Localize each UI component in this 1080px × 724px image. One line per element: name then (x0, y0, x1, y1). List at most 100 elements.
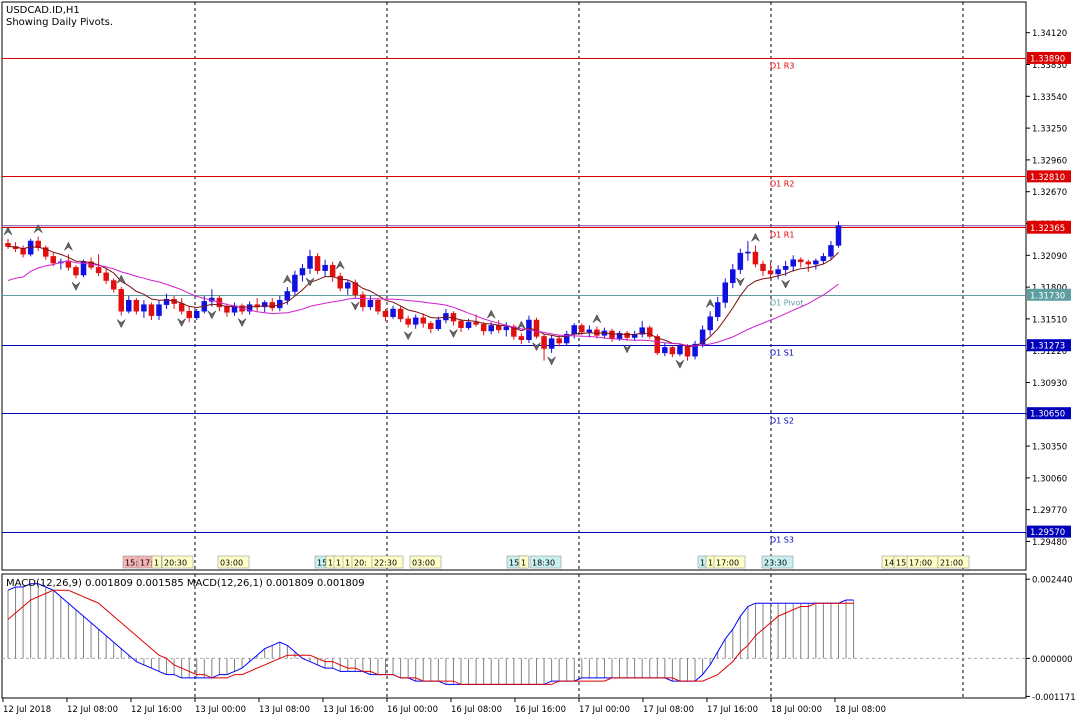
candle[interactable] (367, 295, 374, 311)
candle[interactable] (669, 345, 676, 358)
candle[interactable] (360, 291, 366, 312)
candle[interactable] (397, 305, 404, 323)
candle[interactable] (345, 280, 351, 295)
candle[interactable] (5, 238, 11, 249)
event-marker[interactable] (409, 555, 442, 569)
candle[interactable] (314, 253, 321, 274)
candle[interactable] (156, 300, 162, 320)
candle[interactable] (103, 268, 109, 284)
candle[interactable] (50, 252, 57, 267)
candle[interactable] (118, 287, 124, 316)
candle[interactable] (246, 301, 253, 315)
candle[interactable] (73, 265, 79, 279)
candle[interactable] (828, 241, 834, 260)
candle[interactable] (390, 305, 396, 319)
candle[interactable] (662, 343, 668, 357)
candle[interactable] (631, 330, 638, 341)
candle[interactable] (292, 270, 298, 296)
candle[interactable] (548, 335, 555, 353)
event-marker[interactable] (518, 555, 529, 569)
candle[interactable] (790, 255, 796, 272)
event-marker[interactable] (161, 555, 194, 569)
candle[interactable] (382, 309, 389, 322)
candle[interactable] (231, 302, 238, 316)
candle[interactable] (805, 259, 812, 272)
candle[interactable] (518, 333, 525, 345)
candle[interactable] (269, 298, 275, 312)
event-marker[interactable] (217, 555, 250, 569)
candle[interactable] (80, 259, 87, 278)
candle[interactable] (178, 298, 185, 315)
candle[interactable] (20, 245, 26, 258)
candle[interactable] (126, 295, 132, 314)
candle[interactable] (760, 260, 766, 277)
candle[interactable] (677, 344, 683, 357)
event-marker[interactable] (937, 555, 970, 569)
candle[interactable] (194, 309, 200, 320)
candle[interactable] (224, 303, 230, 317)
candle[interactable] (329, 261, 336, 282)
candle[interactable] (767, 262, 774, 279)
candle[interactable] (171, 295, 177, 310)
candle[interactable] (639, 321, 645, 338)
candle[interactable] (216, 295, 223, 312)
candle[interactable] (322, 259, 328, 278)
candle[interactable] (299, 264, 306, 282)
candle[interactable] (496, 319, 502, 334)
candle-body (533, 319, 540, 337)
candle[interactable] (163, 293, 170, 310)
candle[interactable] (798, 257, 804, 268)
candle[interactable] (405, 315, 411, 328)
candle[interactable] (480, 322, 487, 336)
event-marker[interactable] (713, 555, 746, 569)
event-marker[interactable] (529, 555, 562, 569)
event-marker[interactable] (151, 555, 162, 569)
candle[interactable] (186, 305, 192, 323)
fractal-down-arrow (117, 319, 126, 329)
candle[interactable] (420, 313, 426, 328)
candle[interactable] (730, 264, 736, 289)
candle[interactable] (541, 334, 547, 361)
candle[interactable] (148, 302, 155, 320)
candle[interactable] (35, 236, 41, 251)
candle[interactable] (435, 316, 442, 331)
candle[interactable] (563, 330, 570, 346)
candle[interactable] (752, 245, 759, 268)
candle[interactable] (813, 258, 819, 270)
candle[interactable] (133, 298, 140, 315)
candle[interactable] (458, 318, 464, 333)
candle[interactable] (443, 309, 449, 324)
candle[interactable] (775, 265, 781, 280)
candle[interactable] (307, 249, 313, 274)
candle[interactable] (722, 278, 728, 308)
candle[interactable] (43, 245, 49, 260)
candle[interactable] (820, 253, 827, 265)
candle[interactable] (586, 325, 593, 338)
candle[interactable] (428, 321, 434, 334)
candle[interactable] (533, 317, 540, 339)
candle[interactable] (737, 248, 744, 274)
candle[interactable] (835, 221, 842, 248)
candle[interactable] (503, 322, 510, 337)
candle[interactable] (609, 328, 615, 342)
candle[interactable] (58, 258, 64, 270)
candle[interactable] (375, 298, 381, 315)
candle[interactable] (692, 340, 698, 360)
candle[interactable] (707, 311, 713, 336)
candle[interactable] (647, 325, 653, 339)
candle[interactable] (699, 325, 706, 348)
candle[interactable] (277, 295, 283, 312)
candle[interactable] (141, 300, 147, 318)
candle[interactable] (254, 298, 260, 312)
candle[interactable] (714, 296, 721, 322)
candle[interactable] (624, 330, 630, 341)
candle[interactable] (473, 314, 479, 327)
candle[interactable] (412, 314, 419, 329)
candle[interactable] (110, 278, 117, 293)
event-marker[interactable] (371, 555, 404, 569)
candle[interactable] (745, 241, 751, 261)
candle[interactable] (337, 272, 343, 292)
event-marker[interactable] (761, 555, 794, 569)
